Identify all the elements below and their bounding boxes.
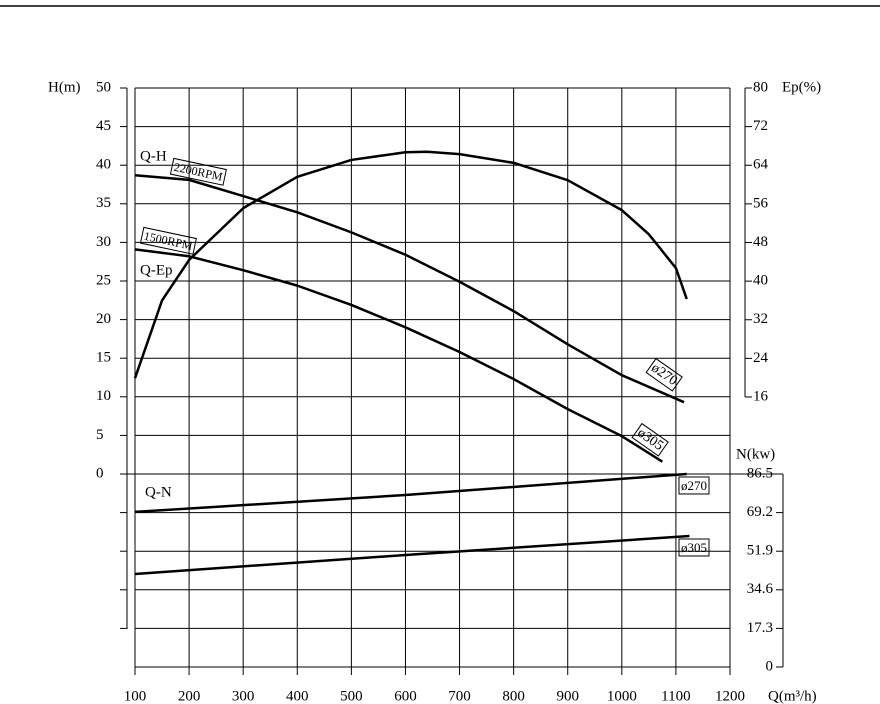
annotation: ø305: [631, 422, 669, 457]
y3-tick-label: 51.9: [747, 543, 773, 559]
y2-tick-label: 40: [753, 273, 768, 289]
series-label-box: [678, 476, 710, 495]
y3-tick-label: 0: [766, 658, 774, 674]
y2-tick-label: 80: [753, 79, 768, 95]
series-label: ø305: [678, 538, 710, 557]
annotation-box: [645, 357, 683, 392]
y3-axis-label: N(kw): [736, 446, 775, 462]
x-tick-label: 400: [286, 688, 309, 704]
x-tick-label: 1000: [607, 688, 637, 704]
x-axis-label: Q(m³/h): [768, 688, 817, 704]
y3-tick-label: 34.6: [747, 581, 774, 597]
x-tick-label: 600: [394, 688, 417, 704]
x-tick-label: 800: [502, 688, 525, 704]
series-label-box: [139, 226, 197, 255]
y-tick-label: 20: [96, 311, 111, 327]
curve: [134, 534, 690, 576]
y2-tick-label: 32: [753, 311, 768, 327]
x-tick-label: 200: [178, 688, 201, 704]
y2-tick-label: 48: [753, 234, 768, 250]
annotation-box: [631, 422, 669, 457]
x-tick-label: 900: [556, 688, 579, 704]
x-tick-label: 1200: [715, 688, 745, 704]
x-tick-label: 700: [448, 688, 471, 704]
y-tick-label: 50: [96, 79, 111, 95]
annotation: ø270: [645, 357, 683, 392]
series-label-box: [169, 157, 227, 186]
y3-tick-label: 86.5: [747, 465, 773, 481]
y-axis-label: H(m): [48, 79, 81, 95]
annotation: Q-N: [145, 484, 172, 500]
curve: [133, 150, 688, 379]
y-tick-label: 35: [96, 195, 111, 211]
y-tick-label: 45: [96, 118, 111, 134]
series-label-text: ø270: [681, 478, 707, 493]
y-tick-label: 10: [96, 388, 111, 404]
series-label: 2200RPM: [169, 157, 227, 186]
x-tick-label: 500: [340, 688, 363, 704]
y-tick-label: 5: [96, 427, 104, 443]
y-tick-label: 15: [96, 350, 111, 366]
y2-tick-label: 64: [753, 157, 769, 173]
curve: [134, 472, 687, 514]
y2-axis-label: Ep(%): [782, 79, 821, 95]
x-tick-label: 1100: [661, 688, 690, 704]
series-label: Q-Ep: [140, 262, 173, 278]
series-label-text: ø305: [681, 540, 707, 555]
y-tick-label: 0: [96, 465, 104, 481]
y-tick-label: 30: [96, 234, 111, 250]
series-label-box: [678, 538, 710, 557]
y2-tick-label: 16: [753, 388, 769, 404]
annotation: Q-H: [140, 148, 167, 164]
y3-tick-label: 69.2: [747, 504, 773, 520]
y2-tick-label: 24: [753, 350, 769, 366]
y3-tick-label: 17.3: [747, 620, 773, 636]
y-tick-label: 40: [96, 157, 111, 173]
x-tick-label: 300: [232, 688, 255, 704]
y2-tick-label: 72: [753, 118, 768, 134]
curve: [134, 173, 685, 404]
x-tick-label: 100: [124, 688, 147, 704]
curve: [134, 248, 664, 463]
y2-tick-label: 56: [753, 195, 769, 211]
y-tick-label: 25: [96, 272, 111, 288]
series-label: ø270: [678, 476, 710, 495]
